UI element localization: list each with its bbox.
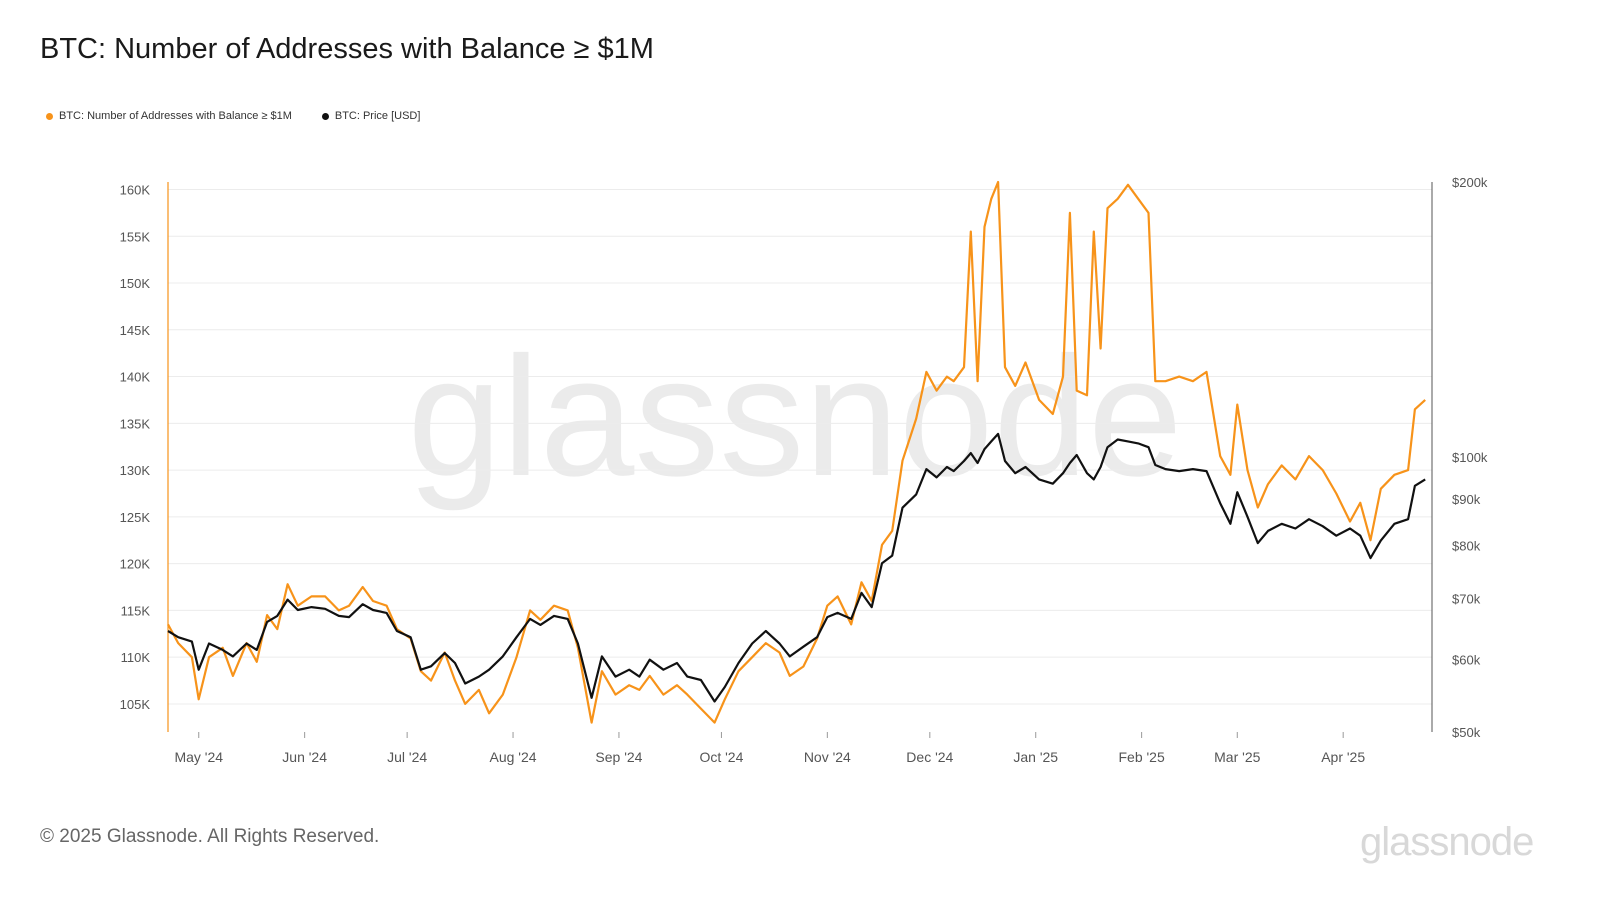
x-axis-ticks: May '24 Jun '24 Jul '24 Aug '24 Sep '24 Oct '… xyxy=(174,732,1365,765)
right-tick-label: $60k xyxy=(1452,653,1481,668)
grid-lines xyxy=(168,188,1432,705)
x-tick-label: Jan '25 xyxy=(1013,749,1058,765)
left-tick-label: 135K xyxy=(120,416,151,431)
right-axis-ticks: $50k $60k $70k $80k $90k $100k $200k xyxy=(1452,175,1488,740)
right-tick-label: $100k xyxy=(1452,450,1488,465)
x-tick-label: Sep '24 xyxy=(595,749,642,765)
left-tick-label: 160K xyxy=(120,182,151,197)
legend: BTC: Number of Addresses with Balance ≥ … xyxy=(46,110,420,122)
left-tick-label: 120K xyxy=(120,557,151,572)
x-tick-label: Feb '25 xyxy=(1118,749,1164,765)
series-line-price[interactable] xyxy=(167,432,1426,703)
legend-dot-addresses xyxy=(46,112,53,120)
series-line-addresses[interactable] xyxy=(167,180,1426,724)
left-tick-label: 155K xyxy=(120,229,151,244)
left-tick-label: 105K xyxy=(120,697,151,712)
x-tick-label: Jul '24 xyxy=(387,749,427,765)
x-tick-label: May '24 xyxy=(174,749,223,765)
legend-item-price[interactable]: BTC: Price [USD] xyxy=(321,110,421,122)
left-axis-ticks: 105K 110K 115K 120K 125K 130K 135K 140K 145K 150K… xyxy=(120,182,151,711)
legend-label-price: BTC: Price [USD] xyxy=(334,110,421,122)
x-tick-label: Oct '24 xyxy=(699,749,743,765)
legend-dot-price xyxy=(321,112,329,120)
right-tick-label: $70k xyxy=(1452,592,1481,607)
right-tick-label: $200k xyxy=(1452,175,1488,190)
x-tick-label: Jun '24 xyxy=(282,749,327,765)
left-tick-label: 150K xyxy=(120,276,151,291)
left-tick-label: 140K xyxy=(120,370,151,385)
legend-item-addresses[interactable]: BTC: Number of Addresses with Balance ≥ … xyxy=(46,110,292,122)
right-tick-label: $90k xyxy=(1452,492,1481,507)
chart-watermark: glassnode xyxy=(407,322,1182,512)
legend-label-addresses: BTC: Number of Addresses with Balance ≥ … xyxy=(59,110,292,122)
brand-logo: glassnode xyxy=(1360,820,1534,864)
left-tick-label: 110K xyxy=(121,650,151,665)
x-tick-label: Nov '24 xyxy=(804,749,851,765)
x-tick-label: Apr '25 xyxy=(1321,749,1365,765)
x-tick-label: Dec '24 xyxy=(906,749,953,765)
left-tick-label: 145K xyxy=(120,323,151,338)
x-tick-label: Mar '25 xyxy=(1214,749,1260,765)
right-tick-label: $80k xyxy=(1452,539,1481,554)
x-tick-label: Aug '24 xyxy=(490,749,537,765)
left-tick-label: 130K xyxy=(120,463,151,478)
copyright-text: © 2025 Glassnode. All Rights Reserved. xyxy=(40,826,380,847)
chart-title: BTC: Number of Addresses with Balance ≥ … xyxy=(40,33,654,65)
left-tick-label: 115K xyxy=(121,603,151,618)
right-tick-label: $50k xyxy=(1452,725,1481,740)
left-tick-label: 125K xyxy=(120,510,151,525)
